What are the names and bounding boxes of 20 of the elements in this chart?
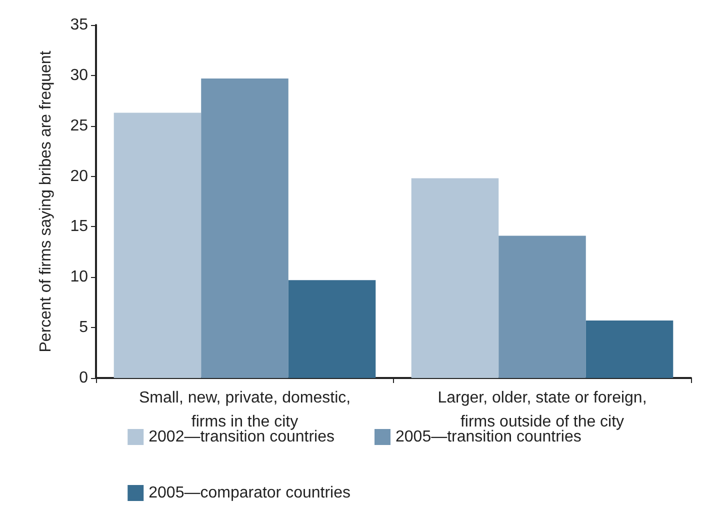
legend-label: 2005—transition countries [396, 428, 582, 446]
bar [411, 178, 499, 378]
y-tick-label: 20 [70, 168, 88, 185]
y-tick-label: 15 [70, 218, 88, 236]
bar [114, 112, 202, 378]
y-tick-label: 35 [70, 16, 88, 34]
bar [586, 320, 674, 378]
y-tick-label: 10 [70, 268, 88, 286]
bar [498, 236, 586, 378]
bar [201, 78, 288, 378]
y-tick-label: 0 [79, 370, 88, 386]
bar [288, 280, 376, 378]
y-tick-label: 30 [70, 66, 88, 84]
legend-label: 2002—transition countries [148, 428, 335, 446]
y-axis-title: Percent of firms saying bribes are frequent [38, 50, 54, 352]
legend-label: 2005—comparator countries [148, 484, 351, 502]
y-tick-label: 5 [79, 319, 88, 336]
x-tick-label: Larger, older, state or foreign, firms outside of the city [438, 390, 647, 430]
y-tick-label: 25 [70, 117, 88, 134]
x-tick-label: Small, new, private, domestic, firms in the city [138, 390, 351, 430]
